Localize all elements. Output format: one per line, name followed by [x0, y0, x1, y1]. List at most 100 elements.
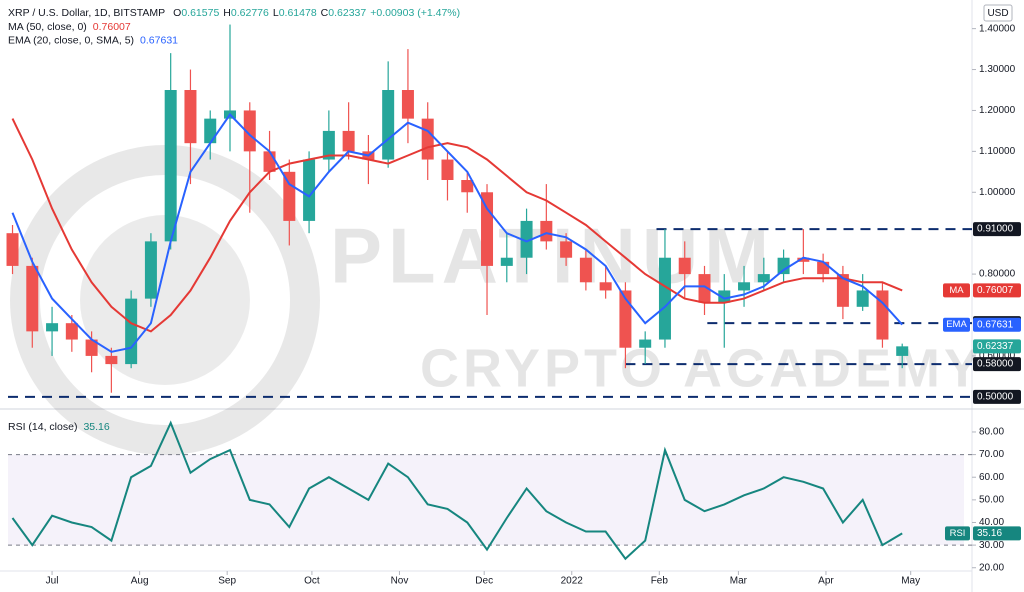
y-tick-label: 40.00: [979, 517, 1004, 528]
candle-body: [26, 265, 39, 332]
header-line: XRP / U.S. Dollar, 1D, BITSTAMP O0.61575 H…: [8, 7, 460, 19]
last-price-badge-bg: [973, 339, 1021, 354]
quote-value: 0.61575: [181, 7, 219, 19]
candle-body: [876, 290, 889, 340]
indicator-name-badge: MA: [949, 285, 964, 296]
x-tick-label: Oct: [304, 576, 320, 587]
candle-body: [520, 220, 533, 258]
candle-body: [401, 90, 414, 119]
y-tick-label: 1.00000: [979, 187, 1016, 198]
y-tick-label: 70.00: [979, 449, 1004, 460]
x-tick-label: 2022: [561, 576, 584, 587]
rsi-value: 35.16: [83, 421, 109, 433]
candle-body: [856, 290, 869, 307]
candle-body: [441, 159, 454, 180]
y-tick-label: 1.30000: [979, 64, 1016, 75]
x-tick-label: Nov: [391, 576, 409, 587]
candle-body: [6, 233, 19, 266]
y-tick-label: 80.00: [979, 427, 1004, 438]
indicator-value-badge-bg: [973, 283, 1021, 298]
candle-body: [481, 192, 494, 266]
y-tick-label: 20.00: [979, 562, 1004, 573]
y-tick-label: 50.00: [979, 494, 1004, 505]
quote-key: C: [321, 7, 329, 19]
candle-body: [184, 90, 197, 144]
candle-body: [144, 241, 157, 299]
candle-body: [678, 257, 691, 275]
x-tick-label: Jul: [46, 576, 59, 587]
candle-body: [777, 257, 790, 275]
rsi-name: RSI (14, close): [8, 421, 77, 433]
last-price-badge: 0.62337: [977, 341, 1014, 352]
candle-body: [342, 130, 355, 152]
candle-body: [263, 151, 276, 172]
level-badge-bg: [973, 389, 1021, 404]
quote-change: +0.00903 (+1.47%): [370, 7, 460, 19]
indicator-name: MA (50, close, 0): [8, 21, 87, 33]
candle-body: [164, 90, 177, 242]
rsi-band: [8, 454, 964, 546]
level-badge-bg: [973, 222, 1021, 237]
indicator-value-badge: 0.67631: [977, 319, 1014, 330]
quote-key: H: [223, 7, 231, 19]
rsi-name-badge: RSI: [950, 528, 966, 539]
x-tick-label: Mar: [730, 576, 748, 587]
candle-body: [658, 257, 671, 340]
rsi-name-badge-bg: [945, 526, 970, 541]
x-tick-label: Aug: [131, 576, 149, 587]
y-tick-label: 0.80000: [979, 269, 1016, 280]
candle-body: [85, 339, 98, 356]
candle-body: [540, 220, 553, 242]
candle-body: [303, 159, 316, 221]
y-tick-label: 60.00: [979, 472, 1004, 483]
header-line: EMA (20, close, 0, SMA, 5) 0.67631: [8, 34, 178, 46]
candle-body: [322, 130, 335, 160]
currency-label: USD: [987, 8, 1008, 19]
candle-body: [797, 257, 810, 262]
indicator-value: 0.76007: [93, 21, 131, 33]
candle-body: [896, 346, 909, 356]
y-tick-label: 1.20000: [979, 105, 1016, 116]
candle-body: [738, 282, 751, 291]
candle-body: [65, 323, 78, 340]
quote-key: L: [273, 7, 279, 19]
symbol-title: XRP / U.S. Dollar, 1D, BITSTAMP: [8, 7, 165, 19]
candle-body: [105, 355, 118, 365]
indicator-value: 0.67631: [140, 34, 178, 46]
x-tick-label: Apr: [818, 576, 834, 587]
indicator-line: [11, 112, 903, 353]
candle-body: [283, 171, 296, 221]
x-tick-label: May: [901, 576, 920, 587]
quote-value: 0.62776: [231, 7, 269, 19]
rsi-header: RSI (14, close) 35.16: [8, 421, 110, 433]
currency-box: [983, 4, 1013, 22]
y-tick-label: 1.10000: [979, 146, 1016, 157]
rsi-value-badge: 35.16: [977, 528, 1002, 539]
watermark-logo-core: [80, 215, 250, 385]
level-badge-bg: [973, 357, 1021, 372]
candle-body: [757, 274, 770, 283]
y-tick-label: 0.60000: [979, 351, 1016, 362]
y-tick-label: 1.40000: [979, 23, 1016, 34]
y-tick-label: 30.00: [979, 540, 1004, 551]
candle-body: [619, 290, 632, 348]
candle-body: [421, 118, 434, 160]
indicator-value-badge-bg: [973, 317, 1021, 332]
indicator-line: [11, 118, 903, 333]
watermark-text: CRYPTO ACADEMY: [420, 338, 984, 398]
indicator-name: EMA (20, close, 0, SMA, 5): [8, 34, 134, 46]
x-tick-label: Feb: [651, 576, 669, 587]
candle-body: [579, 257, 592, 283]
candle-body: [599, 282, 612, 291]
indicator-name-badge-bg: [943, 317, 970, 332]
candle-body: [243, 110, 256, 152]
candle-body: [125, 298, 138, 365]
level-badge: 0.50000: [977, 391, 1014, 402]
indicator-name-badge-bg: [943, 283, 970, 298]
candle-body: [382, 90, 395, 160]
level-badge: 0.91000: [977, 224, 1014, 235]
quote-key: O: [173, 7, 181, 19]
candle-body: [204, 118, 217, 144]
candle-body: [46, 323, 59, 332]
